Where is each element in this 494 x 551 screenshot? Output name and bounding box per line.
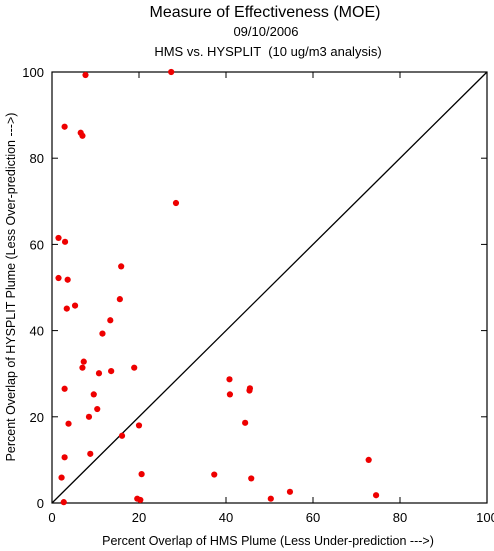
x-tick-label: 80 (393, 510, 407, 525)
data-point (226, 391, 234, 398)
chart-date: 09/10/2006 (233, 24, 298, 39)
data-point (94, 405, 101, 413)
x-tick-label: 20 (132, 510, 146, 525)
data-point (63, 305, 70, 312)
data-point (242, 419, 249, 426)
y-tick-label: 100 (22, 65, 44, 80)
y-tick-label: 40 (30, 324, 44, 339)
data-point (135, 422, 143, 429)
data-point (61, 238, 69, 245)
data-point (211, 471, 218, 478)
data-point (372, 492, 380, 499)
data-point (137, 496, 144, 504)
data-point (267, 495, 274, 502)
x-tick-label: 100 (476, 510, 494, 525)
data-point (90, 391, 97, 398)
data-point (64, 276, 71, 283)
data-point (87, 450, 94, 457)
data-point (131, 364, 138, 371)
data-point (85, 413, 93, 420)
data-point (61, 123, 68, 130)
data-point (248, 475, 255, 482)
data-point (55, 274, 62, 282)
y-tick-label: 80 (30, 151, 44, 166)
data-point (138, 471, 145, 478)
data-point (226, 376, 233, 383)
data-point (82, 71, 89, 79)
data-point (95, 370, 103, 377)
data-point (60, 499, 67, 506)
data-point (55, 234, 62, 242)
diagonal-reference-line (51, 71, 488, 504)
data-point (61, 454, 68, 461)
data-point (246, 387, 253, 394)
data-point (79, 364, 86, 371)
data-point (172, 199, 180, 207)
data-point (80, 358, 87, 365)
plot-frame (51, 71, 488, 504)
chart-title: Measure of Effectiveness (MOE) (150, 4, 381, 21)
data-point (116, 296, 123, 303)
data-point (71, 302, 79, 309)
data-point (108, 368, 115, 375)
chart-subtitle: HMS vs. HYSPLIT (10 ug/m3 analysis) (154, 44, 381, 59)
data-point (286, 488, 294, 495)
data-point (107, 317, 114, 324)
data-point (79, 132, 86, 139)
y-tick-label: 0 (37, 496, 44, 511)
data-point (118, 432, 126, 439)
y-tick-label: 60 (30, 237, 44, 252)
x-tick-label: 60 (306, 510, 320, 525)
data-point (365, 456, 372, 463)
plot-area: 0 20 40 60 80 100 0 20 40 60 80 100 (22, 65, 494, 525)
data-point (168, 68, 175, 76)
x-axis-label: Percent Overlap of HMS Plume (Less Under… (102, 534, 434, 548)
x-tick-label: 0 (48, 510, 55, 525)
x-tick-label: 40 (219, 510, 233, 525)
data-point (65, 420, 72, 427)
y-axis-label: Percent Overlap of HYSPLIT Plume (Less O… (4, 113, 18, 462)
data-point (58, 474, 65, 481)
y-tick-label: 20 (30, 410, 44, 425)
data-point (118, 263, 125, 270)
data-point (99, 330, 106, 337)
data-point (61, 385, 68, 392)
